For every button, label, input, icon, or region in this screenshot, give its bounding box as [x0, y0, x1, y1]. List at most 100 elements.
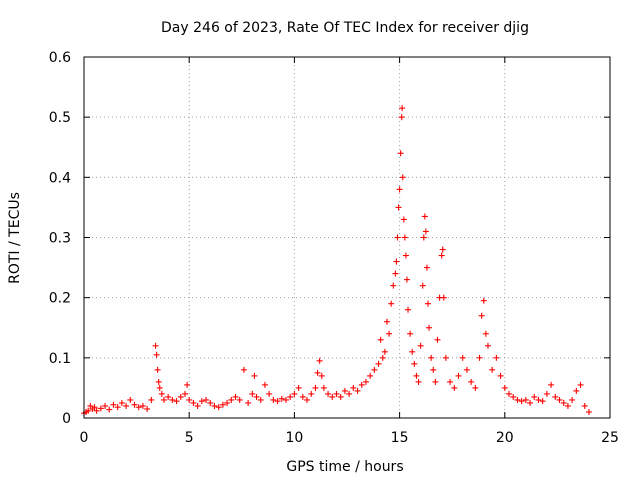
data-point: [585, 408, 592, 415]
data-point: [85, 407, 92, 414]
y-tick-label: 0.1: [49, 351, 71, 367]
data-point: [514, 396, 521, 403]
data-point: [371, 366, 378, 373]
data-point: [169, 396, 176, 403]
data-point: [432, 378, 439, 385]
data-point: [240, 366, 247, 373]
data-point: [425, 300, 432, 307]
data-point: [232, 393, 239, 400]
data-point: [497, 372, 504, 379]
data-point: [489, 366, 496, 373]
data-point: [522, 396, 529, 403]
data-point: [93, 407, 100, 414]
data-point: [215, 404, 222, 411]
data-point: [420, 234, 427, 241]
data-point: [106, 406, 113, 413]
data-point: [468, 378, 475, 385]
y-tick-label: 0.3: [49, 231, 71, 247]
data-point: [390, 282, 397, 289]
data-point: [422, 228, 429, 235]
data-point: [257, 396, 264, 403]
data-point: [493, 354, 500, 361]
y-tick-label: 0.5: [49, 110, 71, 126]
chart-title: Day 246 of 2023, Rate Of TEC Index for r…: [161, 20, 529, 36]
data-point: [484, 342, 491, 349]
data-point: [219, 401, 226, 408]
axis-ticks: 0 5 10 15 20 25 0 0.1 0.2 0.3 0.4 0.5 0.6: [49, 50, 619, 446]
data-points: [81, 105, 592, 417]
data-point: [455, 372, 462, 379]
data-point: [419, 282, 426, 289]
data-point: [394, 234, 401, 241]
data-point: [158, 390, 165, 397]
data-point: [407, 330, 414, 337]
data-point: [539, 398, 546, 405]
data-point: [91, 404, 98, 411]
data-point: [148, 396, 155, 403]
data-point: [266, 390, 273, 397]
data-point: [482, 330, 489, 337]
data-point: [426, 324, 433, 331]
y-tick-label: 0.4: [49, 170, 71, 186]
data-point: [377, 336, 384, 343]
data-point: [139, 402, 146, 409]
data-point: [510, 393, 517, 400]
data-point: [274, 398, 281, 405]
data-point: [476, 354, 483, 361]
data-point: [440, 294, 447, 301]
data-point: [186, 396, 193, 403]
data-point: [97, 405, 104, 412]
data-point: [358, 381, 365, 388]
y-tick-label: 0.6: [49, 50, 71, 66]
data-point: [552, 393, 559, 400]
data-point: [413, 372, 420, 379]
data-point: [320, 384, 327, 391]
data-point: [400, 216, 407, 223]
data-point: [411, 360, 418, 367]
data-point: [472, 384, 479, 391]
data-point: [287, 393, 294, 400]
data-point: [399, 105, 406, 112]
data-point: [459, 354, 466, 361]
x-tick-label: 10: [285, 430, 303, 446]
data-point: [531, 393, 538, 400]
data-point: [564, 402, 571, 409]
data-point: [393, 258, 400, 265]
data-point: [295, 384, 302, 391]
data-point: [177, 393, 184, 400]
data-point: [249, 390, 256, 397]
data-point: [114, 404, 121, 411]
data-point: [434, 336, 441, 343]
data-point: [367, 372, 374, 379]
data-point: [421, 213, 428, 220]
data-point: [388, 300, 395, 307]
data-point: [282, 396, 289, 403]
data-point: [439, 246, 446, 253]
data-point: [417, 342, 424, 349]
data-point: [194, 402, 201, 409]
data-point: [190, 399, 197, 406]
data-point: [396, 186, 403, 193]
data-point: [291, 390, 298, 397]
data-point: [480, 297, 487, 304]
data-point: [224, 399, 231, 406]
data-point: [333, 390, 340, 397]
data-point: [354, 387, 361, 394]
data-point: [535, 396, 542, 403]
data-point: [379, 354, 386, 361]
data-point: [127, 396, 134, 403]
data-point: [451, 384, 458, 391]
data-point: [153, 351, 160, 358]
data-point: [409, 348, 416, 355]
data-point: [228, 396, 235, 403]
data-point: [478, 312, 485, 319]
data-point: [304, 396, 311, 403]
data-point: [118, 399, 125, 406]
data-point: [543, 390, 550, 397]
data-point: [442, 354, 449, 361]
data-point: [135, 404, 142, 411]
data-point: [428, 354, 435, 361]
data-point: [184, 381, 191, 388]
data-point: [110, 401, 117, 408]
data-point: [383, 318, 390, 325]
